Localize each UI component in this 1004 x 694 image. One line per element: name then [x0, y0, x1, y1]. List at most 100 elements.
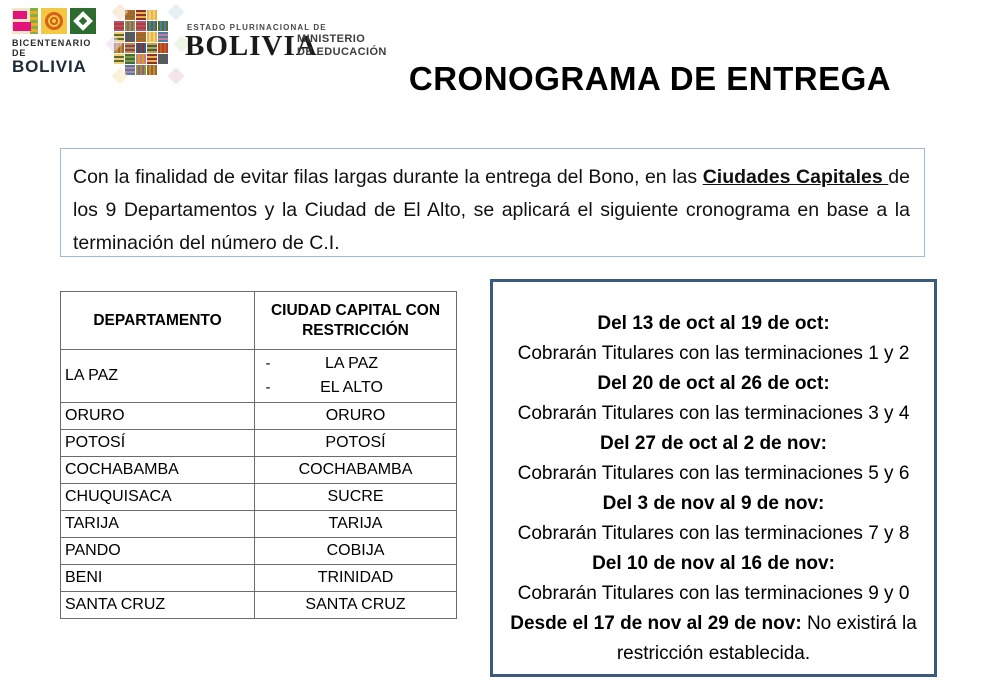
ministerio-educacion-label: MINISTERIO DE EDUCACIÓN: [297, 33, 387, 59]
column-header-ciudad-capital-line2: RESTRICCIÓN: [302, 321, 409, 339]
cell-department: POTOSÍ: [60, 429, 255, 457]
chakana-mosaic-icon: [105, 3, 191, 85]
intro-text-box: Con la finalidad de evitar filas largas …: [60, 148, 925, 257]
table-row: TARIJA TARIJA: [60, 510, 457, 538]
schedule-period: Del 13 de oct al 19 de oct:: [597, 313, 830, 334]
chakana-tile: [136, 54, 146, 64]
chakana-tile: [136, 10, 146, 20]
table-row: SANTA CRUZ SANTA CRUZ: [60, 591, 457, 619]
capital-el-alto: EL ALTO: [320, 379, 383, 396]
chakana-diamond: [167, 67, 185, 85]
schedule-period: Del 20 de oct al 26 de oct:: [597, 373, 830, 394]
logo-square-spiral-icon: [41, 8, 67, 34]
bicentenario-label-line1: BICENTENARIO DE: [12, 38, 92, 58]
chakana-tile: [136, 65, 146, 75]
intro-paragraph: Con la finalidad de evitar filas largas …: [73, 161, 910, 260]
chakana-tile: [136, 21, 146, 31]
ministerio-line1: MINISTERIO: [297, 33, 366, 45]
table-row: PANDO COBIJA: [60, 537, 457, 565]
cell-capital: POTOSÍ: [254, 429, 457, 457]
chakana-tile: [158, 43, 168, 53]
schedule-detail: Cobrarán Titulares con las terminaciones…: [517, 583, 910, 604]
estado-plurinacional-label: ESTADO PLURINACIONAL DE: [187, 23, 327, 32]
cell-capital: TARIJA: [254, 510, 457, 538]
bicentenario-bolivia-logo: BICENTENARIO DE BOLIVIA: [8, 8, 104, 76]
cell-department: CHUQUISACA: [60, 483, 255, 511]
intro-part1: Con la finalidad de evitar filas largas …: [73, 166, 703, 188]
cell-capital: TRINIDAD: [254, 564, 457, 592]
cell-department: ORURO: [60, 402, 255, 430]
column-header-departamento: DEPARTAMENTO: [60, 291, 255, 350]
logo-square-pink-icon: [12, 8, 38, 34]
table-row: COCHABAMBA COCHABAMBA: [60, 456, 457, 484]
cell-department: SANTA CRUZ: [60, 591, 255, 619]
chakana-tile: [158, 54, 168, 64]
schedule-detail: Cobrarán Titulares con las terminaciones…: [517, 523, 910, 544]
table-row: CHUQUISACA SUCRE: [60, 483, 457, 511]
capital-la-paz: LA PAZ: [324, 355, 379, 372]
bicentenario-label-line2: BOLIVIA: [12, 57, 87, 76]
page-title: CRONOGRAMA DE ENTREGA: [408, 60, 892, 97]
ministerio-line2: DE EDUCACIÓN: [297, 46, 387, 58]
schedule-period: Del 27 de oct al 2 de nov:: [599, 433, 828, 454]
schedule-panel: Del 13 de oct al 19 de oct: Cobrarán Titu…: [490, 279, 937, 677]
table-row: BENI TRINIDAD: [60, 564, 457, 592]
department-capital-table: DEPARTAMENTO CIUDAD CAPITAL CON RESTRICC…: [60, 291, 457, 619]
chakana-tile: [158, 21, 168, 31]
chakana-tile: [114, 21, 124, 31]
chakana-tile: [147, 65, 157, 75]
chakana-tile: [158, 32, 168, 42]
estado-plurinacional-bolivia-wordmark: ESTADO PLURINACIONAL DE BOLIVIA: [185, 23, 327, 61]
schedule-final-period: Desde el 17 de nov al 29 de nov:: [510, 613, 802, 634]
capital-list-item-la-paz: - LA PAZ: [255, 352, 456, 376]
chakana-tile: [125, 32, 135, 42]
chakana-tile: [125, 54, 135, 64]
column-header-ciudad-capital: CIUDAD CAPITAL CON RESTRICCIÓN: [254, 291, 457, 350]
schedule-entries-list: Del 13 de oct al 19 de oct: Cobrarán Titu…: [501, 309, 926, 609]
cell-department: COCHABAMBA: [60, 456, 255, 484]
chakana-tile: [147, 21, 157, 31]
chakana-diamond: [167, 3, 185, 21]
chakana-tile: [114, 43, 124, 53]
chakana-tile: [147, 43, 157, 53]
cell-department: BENI: [60, 564, 255, 592]
cell-capital: SUCRE: [254, 483, 457, 511]
chakana-tile: [136, 43, 146, 53]
chakana-tile: [125, 10, 135, 20]
chakana-tile: [125, 21, 135, 31]
chakana-tile: [147, 32, 157, 42]
schedule-final-rest: No existirá la restricción establecida.: [616, 613, 917, 664]
schedule-period: Del 10 de nov al 16 de nov:: [592, 553, 835, 574]
schedule-detail: Cobrarán Titulares con las terminaciones…: [517, 403, 910, 424]
intro-part2: de los 9 Departamentos y la Ciudad de El…: [73, 166, 910, 254]
table-header-row: DEPARTAMENTO CIUDAD CAPITAL CON RESTRICC…: [60, 291, 457, 350]
chakana-tile: [147, 54, 157, 64]
logo-square-green-diamond-icon: [70, 8, 96, 34]
chakana-tile: [114, 32, 124, 42]
cell-department-la-paz: LA PAZ: [60, 349, 255, 403]
schedule-final-note: Desde el 17 de nov al 29 de nov: No exis…: [501, 609, 926, 669]
chakana-tile: [125, 65, 135, 75]
schedule-detail: Cobrarán Titulares con las terminaciones…: [517, 343, 910, 364]
chakana-tile: [147, 10, 157, 20]
chakana-tile: [136, 32, 146, 42]
schedule-detail: Cobrarán Titulares con las terminaciones…: [517, 463, 910, 484]
schedule-period: Del 3 de nov al 9 de nov:: [602, 493, 825, 514]
chakana-tile: [125, 43, 135, 53]
cell-capital: ORURO: [254, 402, 457, 430]
cell-capital-la-paz-el-alto: - LA PAZ - EL ALTO: [254, 349, 457, 403]
chakana-tile: [114, 54, 124, 64]
cell-capital: COCHABAMBA: [254, 456, 457, 484]
cell-department: PANDO: [60, 537, 255, 565]
cell-capital: COBIJA: [254, 537, 457, 565]
bicentenario-logo-squares: [12, 8, 104, 34]
capital-list-item-el-alto: - EL ALTO: [255, 376, 456, 400]
bullet-dash-icon: -: [265, 355, 271, 372]
bullet-dash-icon: -: [265, 379, 271, 396]
table-row: ORURO ORURO: [60, 402, 457, 430]
cell-capital: SANTA CRUZ: [254, 591, 457, 619]
table-row-la-paz: LA PAZ - LA PAZ - EL ALTO: [60, 349, 457, 403]
cell-department: TARIJA: [60, 510, 255, 538]
table-row: POTOSÍ POTOSÍ: [60, 429, 457, 457]
bolivia-wordmark: BOLIVIA: [185, 30, 318, 62]
